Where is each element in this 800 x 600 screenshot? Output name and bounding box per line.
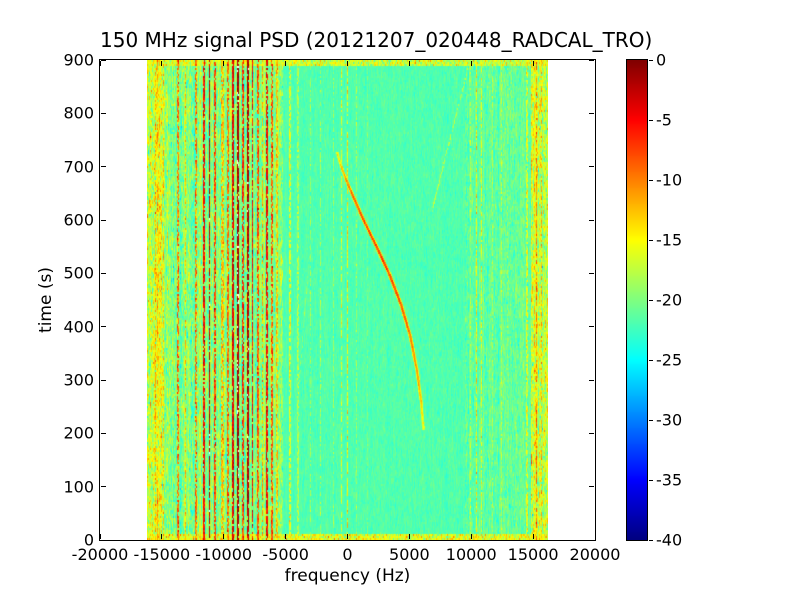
x-tick-mark: [223, 534, 225, 539]
y-tick-mark: [101, 486, 106, 488]
x-tick-label: 10000: [445, 545, 497, 564]
heatmap-canvas: [147, 60, 548, 540]
y-tick-mark: [589, 59, 594, 61]
colorbar-tick-mark: [649, 59, 653, 61]
y-tick-mark: [589, 486, 594, 488]
y-tick-mark: [101, 219, 106, 221]
plot-area: [99, 59, 596, 541]
colorbar-tick-mark: [649, 179, 653, 181]
y-tick-mark: [101, 272, 106, 274]
colorbar-tick-label: -40: [656, 530, 683, 550]
x-tick-mark: [532, 61, 534, 66]
colorbar-tick-label: -20: [656, 290, 683, 310]
x-tick-label: 5000: [389, 545, 430, 564]
colorbar-tick-label: -10: [656, 170, 683, 190]
y-tick-label: 0: [83, 530, 94, 550]
y-tick-mark: [589, 379, 594, 381]
y-tick-label: 400: [63, 317, 94, 337]
x-tick-label: -20000: [71, 545, 129, 564]
colorbar-tick-label: 0: [656, 50, 667, 70]
x-tick-mark: [285, 61, 287, 66]
x-tick-label: 20000: [569, 545, 621, 564]
x-tick-mark: [408, 61, 410, 66]
y-tick-label: 500: [63, 263, 94, 283]
colorbar-tick-mark: [649, 299, 653, 301]
x-tick-mark: [161, 61, 163, 66]
x-tick-mark: [532, 534, 534, 539]
x-tick-label: 15000: [507, 545, 559, 564]
y-tick-label: 200: [63, 423, 94, 443]
x-tick-label: -5000: [262, 545, 309, 564]
x-tick-mark: [99, 534, 101, 539]
y-tick-mark: [101, 379, 106, 381]
colorbar-tick-mark: [649, 119, 653, 121]
x-tick-mark: [470, 61, 472, 66]
x-tick-mark: [99, 61, 101, 66]
y-tick-mark: [589, 219, 594, 221]
plot-title: 150 MHz signal PSD (20121207_020448_RADC…: [100, 28, 653, 52]
y-tick-mark: [101, 59, 106, 61]
colorbar-tick-mark: [649, 359, 653, 361]
y-tick-mark: [101, 326, 106, 328]
colorbar-tick-label: -35: [656, 470, 683, 490]
x-tick-mark: [594, 534, 596, 539]
x-tick-label: 0: [342, 545, 353, 564]
y-tick-mark: [589, 326, 594, 328]
x-tick-label: -10000: [195, 545, 253, 564]
x-tick-mark: [470, 534, 472, 539]
y-tick-mark: [589, 166, 594, 168]
colorbar-tick-mark: [649, 419, 653, 421]
y-tick-mark: [101, 166, 106, 168]
y-tick-mark: [101, 539, 106, 541]
y-tick-mark: [101, 112, 106, 114]
y-tick-label: 800: [63, 103, 94, 123]
y-tick-label: 300: [63, 370, 94, 390]
x-axis-label: frequency (Hz): [284, 566, 411, 586]
colorbar-tick-label: -30: [656, 410, 683, 430]
y-tick-label: 900: [63, 50, 94, 70]
y-tick-mark: [589, 432, 594, 434]
y-tick-mark: [589, 539, 594, 541]
colorbar-tick-label: -5: [656, 110, 672, 130]
y-tick-mark: [101, 432, 106, 434]
colorbar-tick-mark: [649, 239, 653, 241]
x-tick-mark: [347, 534, 348, 539]
x-tick-mark: [594, 61, 596, 66]
colorbar-tick-mark: [649, 539, 653, 541]
y-tick-label: 100: [63, 477, 94, 497]
colorbar-tick-label: -15: [656, 230, 683, 250]
x-tick-mark: [223, 61, 225, 66]
x-tick-mark: [408, 534, 410, 539]
y-tick-mark: [589, 112, 594, 114]
y-tick-mark: [589, 272, 594, 274]
x-tick-mark: [347, 61, 348, 66]
y-tick-label: 700: [63, 157, 94, 177]
colorbar-tick-label: -25: [656, 350, 683, 370]
colorbar-tick-mark: [649, 479, 653, 481]
y-tick-label: 600: [63, 210, 94, 230]
x-tick-mark: [161, 534, 163, 539]
x-tick-mark: [285, 534, 287, 539]
x-tick-label: -15000: [133, 545, 191, 564]
colorbar: [626, 59, 648, 541]
colorbar-canvas: [627, 60, 647, 540]
